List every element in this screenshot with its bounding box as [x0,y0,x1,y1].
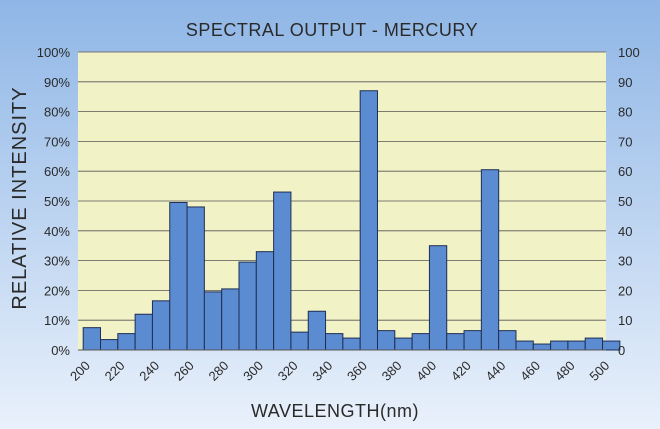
bar [515,340,534,351]
bar [532,343,552,351]
bar [203,291,223,351]
bar [273,191,292,351]
bar [151,300,171,351]
chart-title: SPECTRAL OUTPUT - MERCURY [186,20,478,40]
y-tick-label-right: 100 [618,45,640,60]
y-tick-label-left: 90% [44,75,70,90]
y-tick-label-left: 100% [37,45,71,60]
y-tick-label-right: 40 [618,224,632,239]
y-tick-label-right: 10 [618,313,632,328]
y-tick-label-left: 50% [44,194,70,209]
bar [238,261,257,351]
bar [342,337,361,351]
bar [290,331,309,351]
bar [376,330,396,351]
y-tick-label-left: 70% [44,134,70,149]
y-tick-label-right: 0 [618,343,625,358]
y-axis-right-ticks: 0 10 20 30 40 50 60 70 80 90 100 [618,45,640,358]
y-tick-label-left: 60% [44,164,70,179]
y-tick-label-right: 90 [618,75,632,90]
y-tick-label-left: 30% [44,254,70,269]
bar [82,327,102,351]
bar [480,169,500,351]
y-tick-label-right: 30 [618,254,632,269]
bar [100,339,119,351]
y-tick-label-right: 50 [618,194,632,209]
bar [325,333,344,351]
y-tick-label-right: 80 [618,105,632,120]
y-tick-label-right: 20 [618,283,632,298]
bars [82,90,621,351]
y-tick-label-right: 60 [618,164,632,179]
y-tick-label-left: 40% [44,224,70,239]
y-axis-left-ticks: 0% 10% 20% 30% 40% 50% 60% 70% 80% 90% 100% [37,45,71,358]
bar [359,90,378,351]
gridlines [78,51,606,321]
bar [117,333,136,351]
y-tick-label-left: 80% [44,105,70,120]
y-tick-label-right: 70 [618,134,632,149]
y-tick-label-left: 10% [44,313,70,328]
bar [307,310,327,351]
bar [134,313,153,351]
bar [550,340,569,351]
bar [186,206,205,351]
bar [255,251,275,351]
bar [446,333,465,351]
y-axis-label: RELATIVE INTENSITY [9,86,31,309]
y-tick-label-left: 0% [51,343,70,358]
bar [428,245,448,351]
y-tick-label-left: 20% [44,283,70,298]
bar [602,340,621,351]
bar [394,337,413,351]
bar [169,201,188,351]
bar [584,337,604,351]
bar [221,288,240,351]
bar [498,330,517,351]
bar [463,330,482,351]
x-axis-label: WAVELENGTH(nm) [251,401,419,421]
bar [567,340,586,351]
bar [411,333,430,351]
